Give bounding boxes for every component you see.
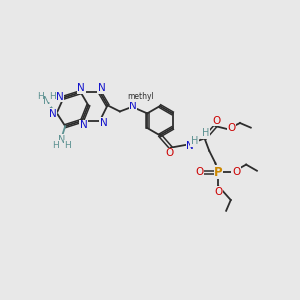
Text: N: N [98,83,105,93]
Text: N: N [129,101,137,111]
Text: H: H [52,141,59,150]
Text: O: O [232,167,240,176]
Text: H: H [202,128,209,138]
Text: N: N [80,120,88,130]
Text: O: O [227,123,236,134]
Text: methyl: methyl [127,92,154,101]
Text: H: H [37,92,44,101]
Text: O: O [214,187,223,196]
Text: H: H [49,92,56,101]
Text: O: O [195,167,203,177]
Text: N: N [186,141,194,151]
Text: N: N [77,83,85,93]
Text: H: H [64,141,71,150]
Text: H: H [191,136,198,146]
Text: O: O [212,116,220,126]
Text: N: N [58,135,66,145]
Text: N: N [56,92,64,102]
Text: O: O [165,148,173,158]
Text: N: N [100,118,108,128]
Text: P: P [214,166,223,179]
Text: N: N [43,96,50,106]
Text: N: N [49,109,57,119]
